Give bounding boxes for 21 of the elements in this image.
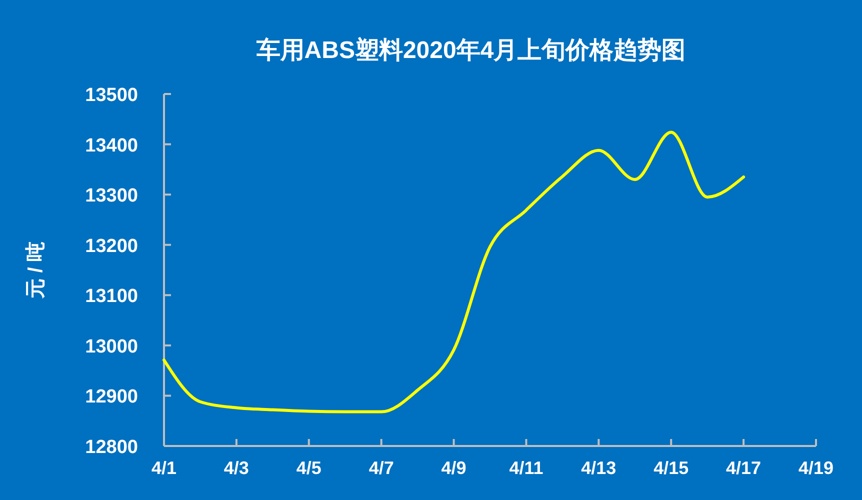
x-tick-label: 4/1 [151, 458, 177, 478]
x-tick-label: 4/15 [654, 458, 689, 478]
chart-title: 车用ABS塑料2020年4月上旬价格趋势图 [255, 36, 686, 64]
x-tick-label: 4/9 [441, 458, 466, 478]
y-tick-label: 13000 [85, 336, 138, 358]
x-tick-label: 4/19 [798, 458, 834, 478]
y-tick-label: 12800 [85, 437, 138, 458]
x-tick-label: 4/7 [368, 458, 394, 478]
y-tick-label: 13500 [85, 85, 138, 106]
x-tick-label: 4/5 [296, 458, 322, 478]
y-tick-label: 13100 [85, 286, 138, 308]
y-tick-label: 13400 [85, 135, 138, 156]
x-tick-label: 4/17 [726, 458, 762, 478]
x-tick-label: 4/3 [224, 458, 249, 478]
y-tick-label: 13300 [85, 186, 138, 207]
x-tick-label: 4/11 [509, 458, 544, 478]
x-tick-label: 4/13 [581, 458, 616, 478]
line-series [162, 130, 746, 414]
y-axis-title: 元 / 吨 [25, 242, 47, 300]
y-tick-label: 13200 [85, 236, 138, 257]
y-tick-label: 12900 [85, 386, 138, 408]
